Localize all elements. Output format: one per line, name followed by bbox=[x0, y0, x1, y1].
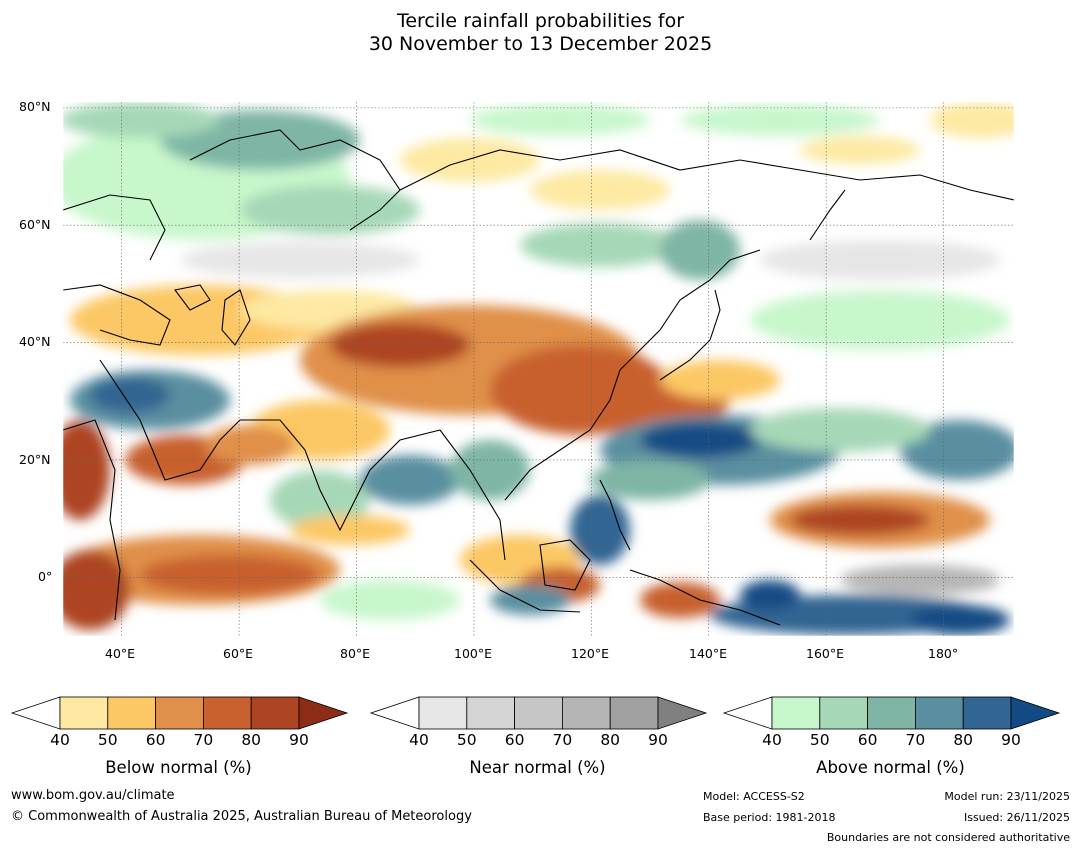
lon-label-140e: 140°E bbox=[689, 646, 728, 661]
colorbar-above-tick-label: 80 bbox=[953, 731, 974, 749]
lon-label-60e: 60°E bbox=[223, 646, 254, 661]
colorbar-below-segment bbox=[250, 696, 300, 730]
colorbar-near-segment bbox=[609, 696, 659, 730]
lon-label-180: 180° bbox=[928, 646, 959, 661]
lon-label-120e: 120°E bbox=[571, 646, 610, 661]
above-normal-label: Above normal (%) bbox=[816, 758, 965, 777]
coastlines bbox=[63, 129, 1014, 626]
colorbar-above-tick-label: 40 bbox=[762, 731, 782, 749]
colorbars bbox=[10, 696, 1061, 730]
colorbar-above-tick-label: 90 bbox=[1001, 731, 1021, 749]
colorbar-above-segment bbox=[867, 696, 916, 730]
colorbar-near-tick-label: 40 bbox=[409, 731, 429, 749]
colorbar-below-segment bbox=[59, 696, 109, 730]
colorbar-below-tick-label: 60 bbox=[145, 731, 166, 749]
colorbar-below-tick-label: 40 bbox=[50, 731, 70, 749]
colorbar-below-min-extend bbox=[10, 696, 61, 730]
colorbar-above-tick-label: 60 bbox=[857, 731, 878, 749]
colorbar-near-tick-label: 50 bbox=[456, 731, 477, 749]
colorbar-above-segment bbox=[771, 696, 821, 730]
colorbar-near-segment bbox=[418, 696, 468, 730]
colorbar-near-max-extend bbox=[657, 696, 708, 730]
colorbar-near-segment bbox=[562, 696, 611, 730]
colorbar-above-tick-label: 70 bbox=[905, 731, 926, 749]
colorbar-below bbox=[10, 696, 349, 730]
website-link[interactable]: www.bom.gov.au/climate bbox=[11, 788, 175, 803]
lat-label-60n: 60°N bbox=[19, 217, 51, 232]
colorbar-near-tick-label: 60 bbox=[504, 731, 525, 749]
copyright-text: © Commonwealth of Australia 2025, Austra… bbox=[11, 809, 472, 824]
lon-label-80e: 80°E bbox=[340, 646, 371, 661]
graticule bbox=[63, 102, 1014, 636]
lon-label-40e: 40°E bbox=[105, 646, 136, 661]
colorbar-near-tick-label: 80 bbox=[600, 731, 621, 749]
model-text: Model: ACCESS-S2 bbox=[703, 790, 805, 803]
lat-label-40n: 40°N bbox=[19, 334, 51, 349]
colorbar-above bbox=[722, 696, 1061, 730]
lon-label-100e: 100°E bbox=[454, 646, 493, 661]
colorbar-above-segment bbox=[819, 696, 868, 730]
disclaimer-text: Boundaries are not considered authoritat… bbox=[826, 831, 1070, 844]
colorbar-below-tick-label: 90 bbox=[289, 731, 309, 749]
colorbar-above-tick-label: 50 bbox=[809, 731, 830, 749]
map-area bbox=[63, 102, 1014, 636]
lat-label-80n: 80°N bbox=[19, 99, 51, 114]
chart-title: Tercile rainfall probabilities for 30 No… bbox=[0, 10, 1081, 56]
colorbar-above-segment bbox=[915, 696, 964, 730]
colorbar-above-min-extend bbox=[722, 696, 773, 730]
model-run-text: Model run: 23/11/2025 bbox=[944, 790, 1070, 803]
colorbar-below-segment bbox=[155, 696, 204, 730]
colorbar-near-min-extend bbox=[369, 696, 420, 730]
colorbar-near-segment bbox=[466, 696, 515, 730]
colorbar-near-tick-label: 70 bbox=[552, 731, 573, 749]
issued-text: Issued: 26/11/2025 bbox=[963, 811, 1070, 824]
lat-label-20n: 20°N bbox=[19, 452, 51, 467]
title-line-2: 30 November to 13 December 2025 bbox=[368, 33, 713, 55]
colorbar-above-segment bbox=[962, 696, 1012, 730]
base-period-text: Base period: 1981-2018 bbox=[703, 811, 836, 824]
colorbar-below-tick-label: 80 bbox=[241, 731, 262, 749]
below-normal-label: Below normal (%) bbox=[105, 758, 252, 777]
colorbar-near bbox=[369, 696, 708, 730]
near-normal-label: Near normal (%) bbox=[469, 758, 606, 777]
probability-shading bbox=[63, 102, 1014, 635]
title-line-1: Tercile rainfall probabilities for bbox=[396, 10, 685, 32]
lat-label-0: 0° bbox=[38, 569, 53, 584]
colorbar-above-max-extend bbox=[1010, 696, 1061, 730]
map-frame bbox=[62, 101, 1015, 637]
colorbar-near-tick-label: 90 bbox=[648, 731, 668, 749]
colorbar-below-segment bbox=[202, 696, 252, 730]
colorbar-below-max-extend bbox=[298, 696, 349, 730]
colorbar-near-segment bbox=[514, 696, 563, 730]
colorbar-below-tick-label: 70 bbox=[193, 731, 214, 749]
lon-label-160e: 160°E bbox=[806, 646, 845, 661]
colorbar-below-segment bbox=[107, 696, 157, 730]
colorbar-below-tick-label: 50 bbox=[97, 731, 118, 749]
